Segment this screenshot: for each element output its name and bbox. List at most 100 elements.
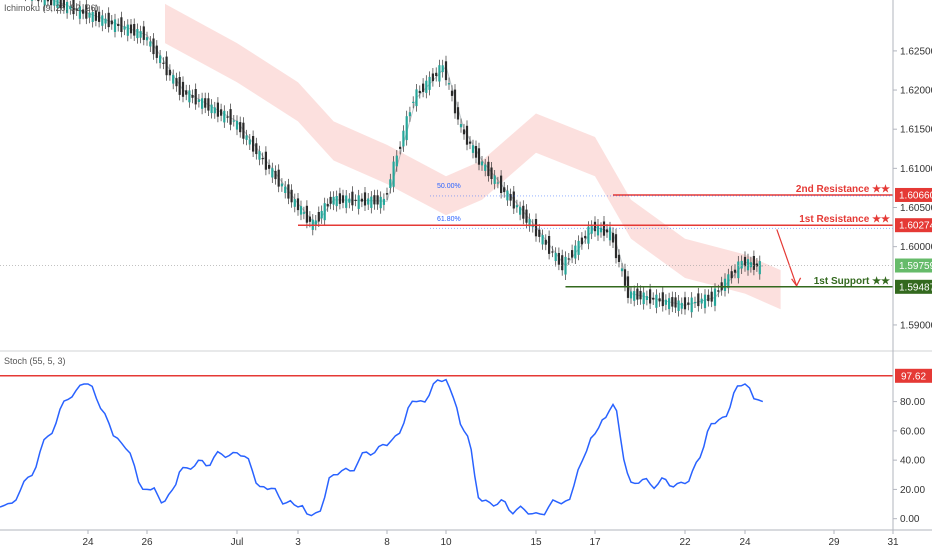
candle-body bbox=[305, 205, 308, 223]
time-axis[interactable]: 24 26 Jul 3 8 10 15 17 22 24 29 31 bbox=[0, 529, 932, 548]
candle-body bbox=[314, 220, 317, 225]
stoch-indicator-label[interactable]: Stoch (55, 5, 3) bbox=[4, 356, 66, 366]
candle-body bbox=[503, 187, 506, 193]
candle-body bbox=[668, 298, 671, 310]
price-tick-label: 1.59000 bbox=[900, 320, 932, 331]
time-tick-label: 15 bbox=[530, 537, 542, 548]
candle-body bbox=[113, 19, 117, 32]
candle-body bbox=[713, 288, 717, 306]
candle-body bbox=[493, 175, 496, 184]
candle-body bbox=[145, 37, 149, 41]
candle-body bbox=[59, 0, 62, 9]
fib-618-label: 61.80% bbox=[437, 216, 461, 223]
candle-body bbox=[677, 300, 680, 311]
candle-body bbox=[210, 104, 213, 114]
candle-body bbox=[450, 90, 454, 96]
candle-body bbox=[50, 0, 53, 6]
candle-body bbox=[197, 99, 200, 102]
candle-body bbox=[66, 1, 69, 14]
candle-body bbox=[239, 122, 242, 133]
candle-body bbox=[459, 124, 463, 128]
candle-body bbox=[363, 192, 367, 206]
candle-body bbox=[46, 0, 49, 2]
candle-body bbox=[444, 61, 448, 81]
candle-body bbox=[633, 291, 636, 301]
price-pane-background bbox=[0, 0, 893, 350]
candle-body bbox=[730, 271, 733, 279]
candle-body bbox=[717, 290, 720, 292]
candle-body bbox=[441, 65, 444, 73]
candle-body bbox=[405, 116, 408, 141]
time-tick-label: Jul bbox=[231, 537, 244, 548]
candle-body bbox=[515, 205, 518, 208]
candle-body bbox=[522, 205, 525, 219]
candle-body bbox=[611, 232, 615, 243]
candle-body bbox=[370, 196, 373, 208]
candle-body bbox=[302, 212, 305, 214]
candle-body bbox=[376, 195, 379, 205]
candle-body bbox=[664, 299, 667, 305]
candle-body bbox=[258, 151, 261, 160]
price-axis[interactable]: 1.62500 1.62000 1.61500 1.61000 1.60500 1.600… bbox=[892, 0, 932, 530]
candle-body bbox=[683, 297, 687, 310]
candle-body bbox=[373, 195, 376, 205]
candle-body bbox=[474, 146, 478, 158]
candle-body bbox=[512, 191, 515, 209]
candle-body bbox=[590, 225, 593, 234]
candle-body bbox=[207, 98, 210, 111]
candle-body bbox=[255, 143, 258, 155]
candle-body bbox=[561, 255, 564, 271]
candle-body bbox=[422, 83, 425, 92]
candle-body bbox=[360, 198, 363, 202]
ichimoku-indicator-label[interactable]: Ichimoku (9, 26, 52, 26) bbox=[4, 3, 99, 13]
candle-body bbox=[456, 107, 460, 120]
candle-body bbox=[700, 298, 703, 304]
candle-body bbox=[477, 148, 481, 165]
candle-body bbox=[117, 23, 120, 26]
time-tick-label: 31 bbox=[887, 537, 899, 548]
candle-body bbox=[755, 263, 758, 267]
candle-body bbox=[509, 194, 512, 201]
candle-body bbox=[506, 190, 509, 201]
candle-body bbox=[248, 139, 251, 145]
candle-body bbox=[129, 24, 133, 34]
candle-body bbox=[649, 289, 652, 304]
candle-body bbox=[242, 122, 245, 139]
candle-body bbox=[758, 261, 761, 275]
candle-body bbox=[580, 237, 583, 245]
candle-body bbox=[577, 240, 580, 255]
candle-body bbox=[623, 269, 627, 286]
candle-body bbox=[107, 12, 110, 28]
time-tick-label: 22 bbox=[679, 537, 691, 548]
candle-body bbox=[245, 135, 248, 140]
candle-body bbox=[317, 212, 320, 222]
level-price-tag: 1.60274 bbox=[899, 221, 932, 232]
candle-body bbox=[139, 31, 142, 38]
candle-body bbox=[85, 4, 88, 19]
candle-body bbox=[110, 20, 113, 25]
candle-body bbox=[395, 155, 398, 167]
candle-body bbox=[226, 116, 229, 118]
candle-body bbox=[697, 293, 700, 307]
time-tick-label: 24 bbox=[82, 537, 94, 548]
candle-body bbox=[752, 256, 755, 270]
candle-body bbox=[593, 221, 597, 232]
candle-body bbox=[98, 11, 101, 22]
stoch-tick-label: 80.00 bbox=[900, 397, 925, 408]
candle-body bbox=[175, 78, 178, 87]
candle-body bbox=[584, 235, 587, 239]
candle-body bbox=[323, 203, 326, 221]
candle-body bbox=[332, 196, 335, 205]
projection-arrowhead bbox=[791, 277, 802, 287]
candle-body bbox=[274, 170, 277, 180]
candle-body bbox=[152, 38, 155, 55]
candle-body bbox=[737, 261, 740, 279]
time-tick-label: 26 bbox=[141, 537, 153, 548]
candle-body bbox=[462, 129, 466, 135]
candle-body bbox=[727, 274, 730, 288]
candle-body bbox=[480, 161, 484, 166]
candle-body bbox=[385, 193, 389, 195]
level-label: 1st Resistance ★★ bbox=[799, 214, 890, 225]
stoch-tick-label: 20.00 bbox=[900, 485, 925, 496]
candle-body bbox=[284, 186, 287, 193]
